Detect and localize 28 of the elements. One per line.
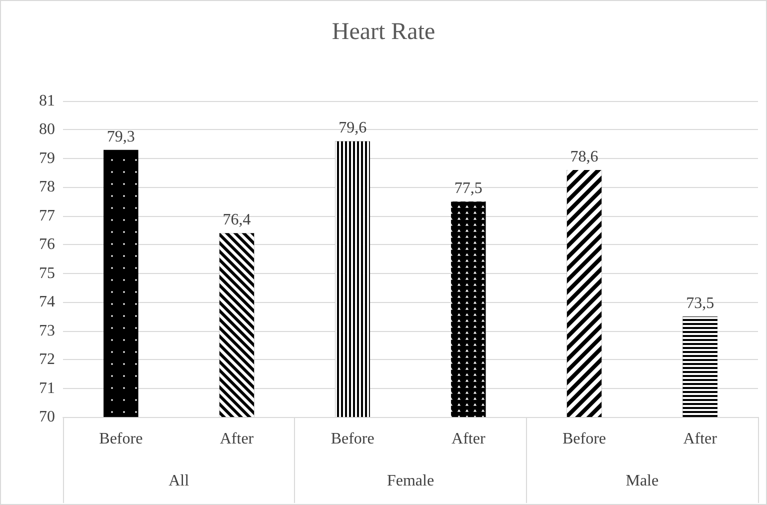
x-tick-label: After <box>683 430 718 448</box>
y-tick-label: 73 <box>39 322 55 340</box>
data-label: 77,5 <box>454 180 482 198</box>
text: Male <box>626 472 659 490</box>
data-label: 79,6 <box>338 120 367 137</box>
y-tick-label: 77 <box>39 207 55 224</box>
x-tick-label: Before <box>562 430 606 448</box>
text: Female <box>386 472 434 490</box>
y-tick-label: 70 <box>39 408 55 426</box>
x-tick-label: Before <box>99 430 143 448</box>
y-tick-label: 75 <box>39 264 55 282</box>
data-label: 78,6 <box>570 148 598 166</box>
data-label: 76,4 <box>222 212 251 229</box>
y-tick-label: 71 <box>39 380 55 397</box>
text: All <box>168 472 190 490</box>
chart-title: Heart Rate <box>332 19 436 45</box>
y-tick-label: 78 <box>39 178 55 196</box>
y-tick-label: 76 <box>39 236 55 254</box>
y-tick-label: 72 <box>39 351 55 368</box>
x-tick-label: After <box>452 430 486 448</box>
x-tick-label: Before <box>330 430 374 448</box>
data-label: 73,5 <box>686 294 714 312</box>
y-tick-label: 81 <box>39 92 55 110</box>
y-tick-label: 80 <box>39 121 55 138</box>
y-tick-label: 74 <box>39 294 55 311</box>
x-tick-label: After <box>220 430 254 448</box>
data-label: 79,3 <box>106 128 135 146</box>
y-tick-label: 79 <box>39 150 55 167</box>
